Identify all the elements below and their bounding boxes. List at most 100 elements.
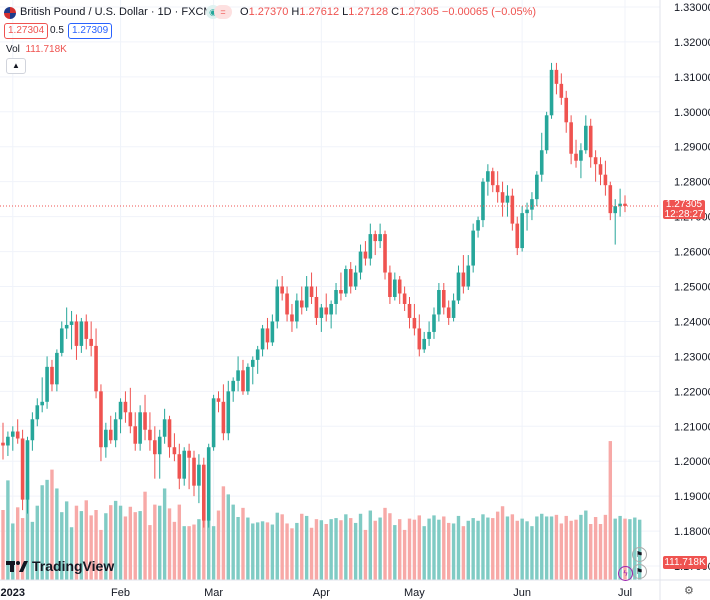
candle-body	[539, 150, 544, 175]
volume-bar	[505, 516, 510, 580]
tradingview-logo-icon	[6, 561, 28, 572]
candle-body	[623, 203, 627, 206]
candle-body	[246, 366, 250, 392]
volume-bar	[25, 480, 30, 580]
volume-bar	[598, 524, 603, 580]
volume-bar	[368, 510, 373, 580]
candle-body	[59, 328, 64, 353]
candle-body	[260, 328, 265, 350]
volume-bar	[628, 519, 632, 580]
volume-bar	[500, 506, 505, 580]
volume-bar	[172, 521, 177, 580]
uk-flag-icon[interactable]: ⚑	[632, 547, 647, 562]
volume-bar	[437, 519, 441, 580]
sell-price-button[interactable]: 1.27304	[4, 23, 49, 39]
candle-body	[250, 359, 255, 367]
candle-body	[603, 174, 608, 186]
candle-body	[388, 272, 392, 297]
volume-bar	[270, 524, 275, 580]
candle-body	[30, 419, 35, 441]
volume-price-tag: 111.718K	[663, 556, 707, 569]
candle-body	[446, 307, 451, 318]
volume-bar	[275, 512, 279, 580]
candle-body	[397, 279, 402, 294]
volume-bar	[584, 510, 588, 580]
volume-bar	[20, 518, 25, 580]
volume-bar	[133, 512, 137, 580]
volume-bar	[128, 506, 133, 580]
symbol-title[interactable]: British Pound / U.S. Dollar · 1D · FXCM	[20, 6, 213, 18]
collapse-legend-icon[interactable]: ▲	[6, 58, 26, 74]
tradingview-logo-text: TradingView	[32, 558, 115, 574]
y-tick-label: 1.32000	[674, 37, 710, 49]
volume-bar	[319, 520, 324, 580]
volume-bar	[388, 513, 392, 580]
candle-body	[339, 290, 343, 294]
candle-body	[177, 454, 182, 479]
volume-bar	[216, 510, 221, 580]
candle-body	[490, 171, 495, 186]
candle-body	[192, 457, 196, 486]
candle-body	[402, 293, 407, 304]
volume-bar	[451, 523, 456, 580]
volume-bar	[530, 526, 534, 580]
candle-body	[304, 286, 309, 308]
candle-body	[55, 352, 59, 385]
candle-body	[441, 290, 446, 308]
chart-settings-gear-icon[interactable]: ⚙	[684, 585, 694, 597]
volume-bar	[153, 504, 157, 580]
volume-bar	[515, 520, 519, 580]
volume-bar	[353, 522, 358, 580]
volume-bar	[393, 525, 397, 580]
settings-equal-icon[interactable]: =	[214, 5, 232, 19]
candle-body	[549, 69, 554, 116]
volume-bar	[226, 494, 230, 580]
change-value: −0.00065 (−0.05%)	[441, 6, 537, 18]
volume-bar	[363, 529, 368, 580]
us-flag-icon[interactable]: ⚑	[632, 564, 647, 579]
volume-bar	[50, 469, 54, 580]
symbol-flag-icon	[4, 7, 16, 19]
volume-bar	[158, 505, 162, 580]
volume-bar	[6, 480, 10, 580]
candle-body	[432, 314, 436, 332]
volume-bar	[113, 500, 118, 580]
close-label: C	[391, 6, 400, 18]
candle-body	[353, 272, 358, 287]
candle-body	[6, 436, 10, 446]
volume-bar	[344, 514, 348, 580]
candle-body	[383, 234, 387, 273]
y-tick-label: 1.19000	[674, 491, 710, 503]
y-tick-label: 1.33000	[674, 2, 710, 14]
candle-body	[64, 324, 69, 329]
candle-body	[451, 300, 456, 318]
volume-bar	[84, 500, 88, 580]
candle-body	[564, 97, 569, 123]
candle-body	[588, 125, 593, 158]
candle-body	[412, 317, 417, 329]
volume-bar	[231, 504, 235, 580]
candle-body	[265, 328, 270, 343]
candle-body	[393, 279, 397, 297]
candle-body	[113, 419, 118, 441]
volume-bar	[446, 522, 451, 580]
candle-body	[255, 349, 260, 360]
tradingview-logo[interactable]: TradingView	[6, 558, 114, 574]
y-tick-label: 1.26000	[674, 247, 710, 259]
buy-price-button[interactable]: 1.27309	[68, 23, 113, 39]
volume-bar	[123, 516, 128, 580]
y-tick-label: 1.21000	[674, 421, 710, 433]
candle-body	[363, 251, 368, 259]
candle-body	[486, 171, 490, 182]
candle-body	[378, 234, 382, 242]
candle-body	[236, 370, 240, 381]
candle-body	[216, 398, 221, 402]
lightning-event-icon[interactable]: ϟ	[618, 566, 633, 581]
volume-bar	[559, 523, 564, 580]
candle-body	[309, 286, 314, 297]
volume-bar	[55, 488, 59, 580]
candle-body	[226, 391, 231, 434]
volume-bar	[143, 491, 147, 580]
candle-body	[45, 366, 49, 402]
